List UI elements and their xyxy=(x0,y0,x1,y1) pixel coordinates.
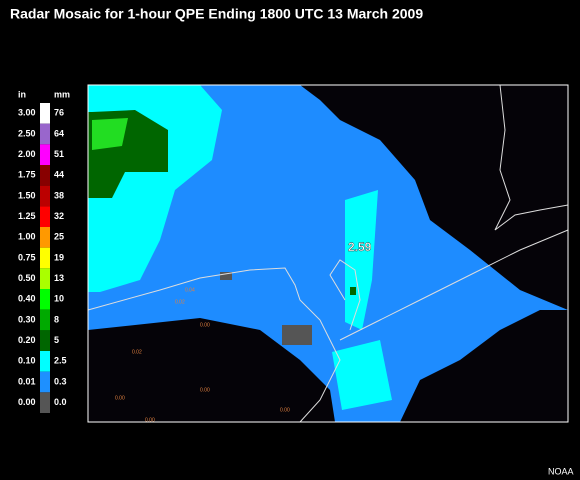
legend-in: 1.75 xyxy=(18,170,36,180)
legend-mm: 10 xyxy=(54,294,64,304)
legend-swatch xyxy=(40,144,50,165)
legend-mm: 51 xyxy=(54,149,64,159)
no-rain-area xyxy=(400,310,568,422)
station-label: 0.02 xyxy=(132,349,142,355)
no-rain-area xyxy=(88,318,335,422)
legend-in: 0.01 xyxy=(18,376,36,386)
legend-mm: 8 xyxy=(54,314,59,324)
legend-mm: 13 xyxy=(54,273,64,283)
legend-in: 0.40 xyxy=(18,294,36,304)
legend-mm: 25 xyxy=(54,232,64,242)
station-label: 0.02 xyxy=(175,299,185,305)
coastline xyxy=(339,229,569,341)
station-label: 0.00 xyxy=(280,407,290,413)
map: 2.59 xyxy=(87,84,569,423)
legend-swatch xyxy=(40,227,50,248)
legend-in: 1.00 xyxy=(18,232,36,242)
missing-data xyxy=(220,272,232,280)
station-label: 0.00 xyxy=(200,322,210,328)
legend-swatch xyxy=(40,185,50,207)
legend-mm: 5 xyxy=(54,335,59,345)
legend-swatch xyxy=(40,330,50,351)
coastline xyxy=(329,259,361,331)
legend-mm: 76 xyxy=(54,108,64,118)
legend-swatch xyxy=(40,123,50,145)
legend-swatch xyxy=(40,309,50,331)
legend-swatch xyxy=(40,289,50,310)
station-label: 0.04 xyxy=(185,287,195,293)
station-label: 0.00 xyxy=(200,387,210,393)
map-frame xyxy=(87,84,569,423)
legend-mm: 44 xyxy=(54,170,64,180)
no-rain-area xyxy=(300,85,568,310)
legend-in: 0.50 xyxy=(18,273,36,283)
legend-in: 0.20 xyxy=(18,335,36,345)
legend-swatch xyxy=(40,206,50,227)
legend-in: 1.25 xyxy=(18,211,36,221)
coastline xyxy=(494,84,569,231)
peak-label: 2.59 xyxy=(348,240,372,254)
credit: NOAA xyxy=(548,466,574,476)
coastline xyxy=(87,267,341,423)
legend-in: 0.00 xyxy=(18,397,36,407)
legend-mm: 32 xyxy=(54,211,64,221)
legend-swatch xyxy=(40,392,50,413)
legend-in: 2.50 xyxy=(18,128,36,138)
legend-swatch xyxy=(40,165,50,186)
station-label: 0.00 xyxy=(115,395,125,401)
station-labels: 0.000.020.000.000.000.040.020.00 xyxy=(115,287,290,423)
legend-mm: 2.5 xyxy=(54,356,67,366)
legend-in: 2.00 xyxy=(18,149,36,159)
missing-data xyxy=(282,325,312,345)
legend-mm: 0.3 xyxy=(54,376,67,386)
rain-cell xyxy=(350,287,356,295)
legend: 3.00 76 2.50 64 2.00 51 1.75 44 1.50 38 1.25 32 1.00… xyxy=(18,103,67,413)
legend-mm-label: mm xyxy=(54,89,70,99)
legend-mm: 38 xyxy=(54,190,64,200)
legend-in-label: in xyxy=(18,89,26,99)
legend-mm: 0.0 xyxy=(54,397,67,407)
legend-in: 0.75 xyxy=(18,252,36,262)
rain-area xyxy=(332,340,392,410)
legend-swatch xyxy=(40,103,50,124)
legend-in: 0.10 xyxy=(18,356,36,366)
legend-swatch xyxy=(40,351,50,372)
legend-mm: 19 xyxy=(54,252,64,262)
legend-swatch xyxy=(40,268,50,289)
station-label: 0.00 xyxy=(145,417,155,423)
legend-in: 0.30 xyxy=(18,314,36,324)
legend-swatch xyxy=(40,247,50,269)
legend-in: 1.50 xyxy=(18,190,36,200)
legend-in: 3.00 xyxy=(18,108,36,118)
legend-mm: 64 xyxy=(54,128,64,138)
legend-swatch xyxy=(40,371,50,393)
rain-area xyxy=(92,118,128,150)
title: Radar Mosaic for 1-hour QPE Ending 1800 … xyxy=(10,6,423,22)
